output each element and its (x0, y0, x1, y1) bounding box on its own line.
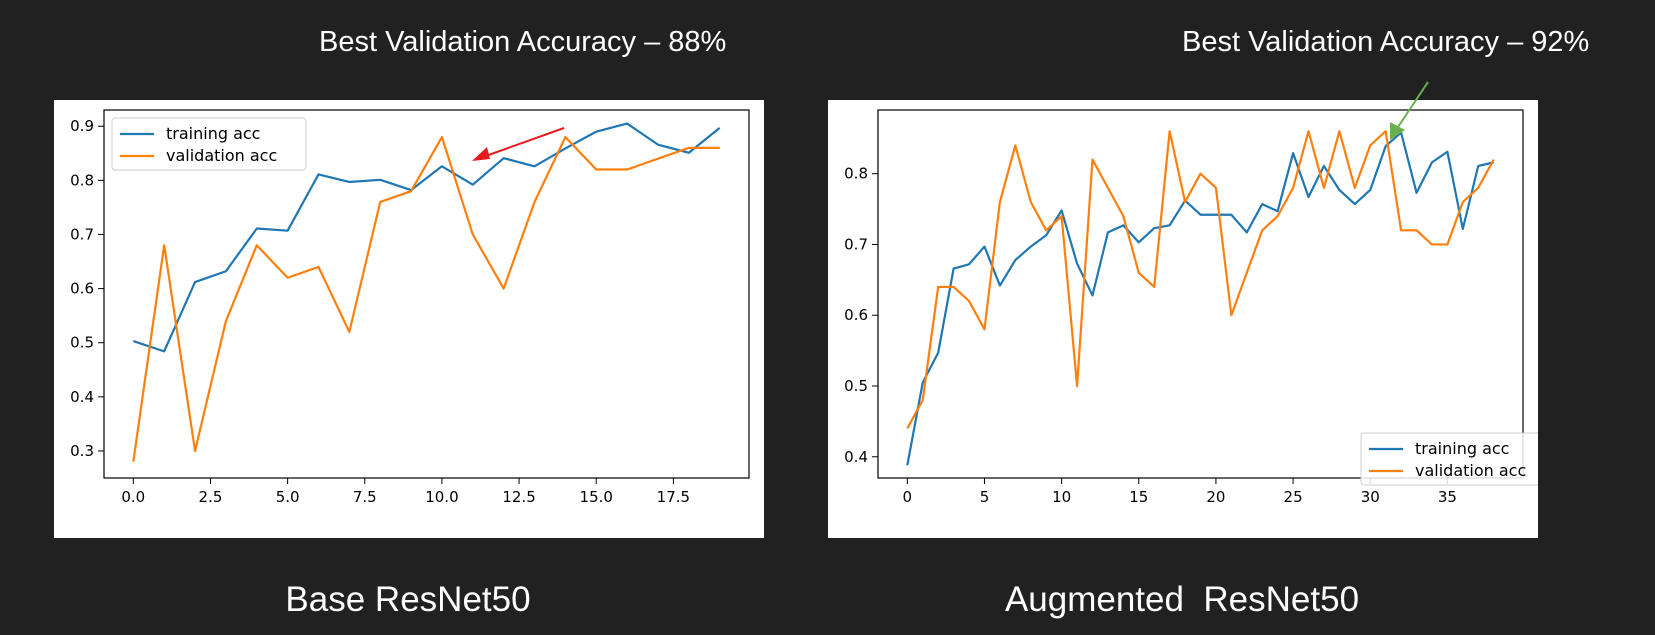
axes-frame (877, 109, 1524, 479)
x-tick-label: 20 (1206, 488, 1225, 506)
chart-base-resnet50: 0.0 2.5 5.0 7.5 10.0 12.5 15.0 17.5 0.3 0.4 0.5 0.6… (54, 100, 764, 538)
chart-augmented-resnet50: 0 5 10 15 20 25 30 35 0.4 0.5 0.6 0.7 0.8 training ac… (828, 100, 1538, 538)
y-tick-label: 0.6 (844, 306, 868, 324)
legend-label: training acc (166, 124, 260, 143)
x-tick-label: 5.0 (276, 488, 300, 506)
legend-frame (111, 117, 307, 171)
x-tick-label: 10.0 (425, 488, 458, 506)
y-tick-label: 0.3 (70, 442, 94, 460)
y-tick-label: 0.5 (844, 377, 868, 395)
x-tick-label: 7.5 (353, 488, 377, 506)
legend: training acc validation acc (111, 117, 307, 171)
x-tick-label: 0.0 (121, 488, 145, 506)
legend-label: validation acc (1415, 461, 1526, 480)
x-tick-label: 15 (1129, 488, 1148, 506)
series-line-validation-acc (132, 135, 720, 462)
y-tick-label: 0.7 (70, 225, 94, 243)
y-tick-label: 0.7 (844, 235, 868, 253)
series-line-training-acc (132, 122, 721, 353)
x-tick-label: 10 (1052, 488, 1071, 506)
legend-label: validation acc (166, 146, 277, 165)
y-tick-label: 0.9 (70, 117, 94, 135)
y-tick-label: 0.8 (844, 165, 868, 183)
x-tick-label: 15.0 (580, 488, 613, 506)
legend-frame (1360, 432, 1538, 486)
x-tick-label: 30 (1361, 488, 1380, 506)
y-tick-label: 0.6 (70, 280, 94, 298)
y-tick-label: 0.4 (70, 388, 94, 406)
legend-label: training acc (1415, 439, 1509, 458)
y-tick-label: 0.4 (844, 448, 868, 466)
caption-augmented-resnet50: Augmented ResNet50 (1004, 580, 1360, 619)
annotation-best-val-left: Best Validation Accuracy – 88% (319, 26, 727, 58)
figure-background (54, 100, 764, 538)
red-arrow-icon (472, 127, 565, 161)
series-line-training-acc (906, 131, 1494, 466)
x-tick-label: 25 (1284, 488, 1303, 506)
legend: training acc validation acc (1360, 432, 1538, 486)
annotation-best-val-right: Best Validation Accuracy – 92% (1182, 26, 1590, 58)
x-tick-label: 35 (1438, 488, 1457, 506)
series-line-validation-acc (906, 130, 1495, 429)
x-tick-label: 12.5 (502, 488, 535, 506)
y-tick-label: 0.8 (70, 171, 94, 189)
axes-frame (103, 109, 750, 479)
green-arrow-icon (1390, 81, 1429, 140)
x-tick-label: 2.5 (199, 488, 223, 506)
y-tick-label: 0.5 (70, 334, 94, 352)
x-tick-label: 5 (980, 488, 990, 506)
caption-base-resnet50: Base ResNet50 (285, 580, 531, 619)
x-tick-label: 17.5 (657, 488, 690, 506)
x-tick-label: 0 (903, 488, 913, 506)
